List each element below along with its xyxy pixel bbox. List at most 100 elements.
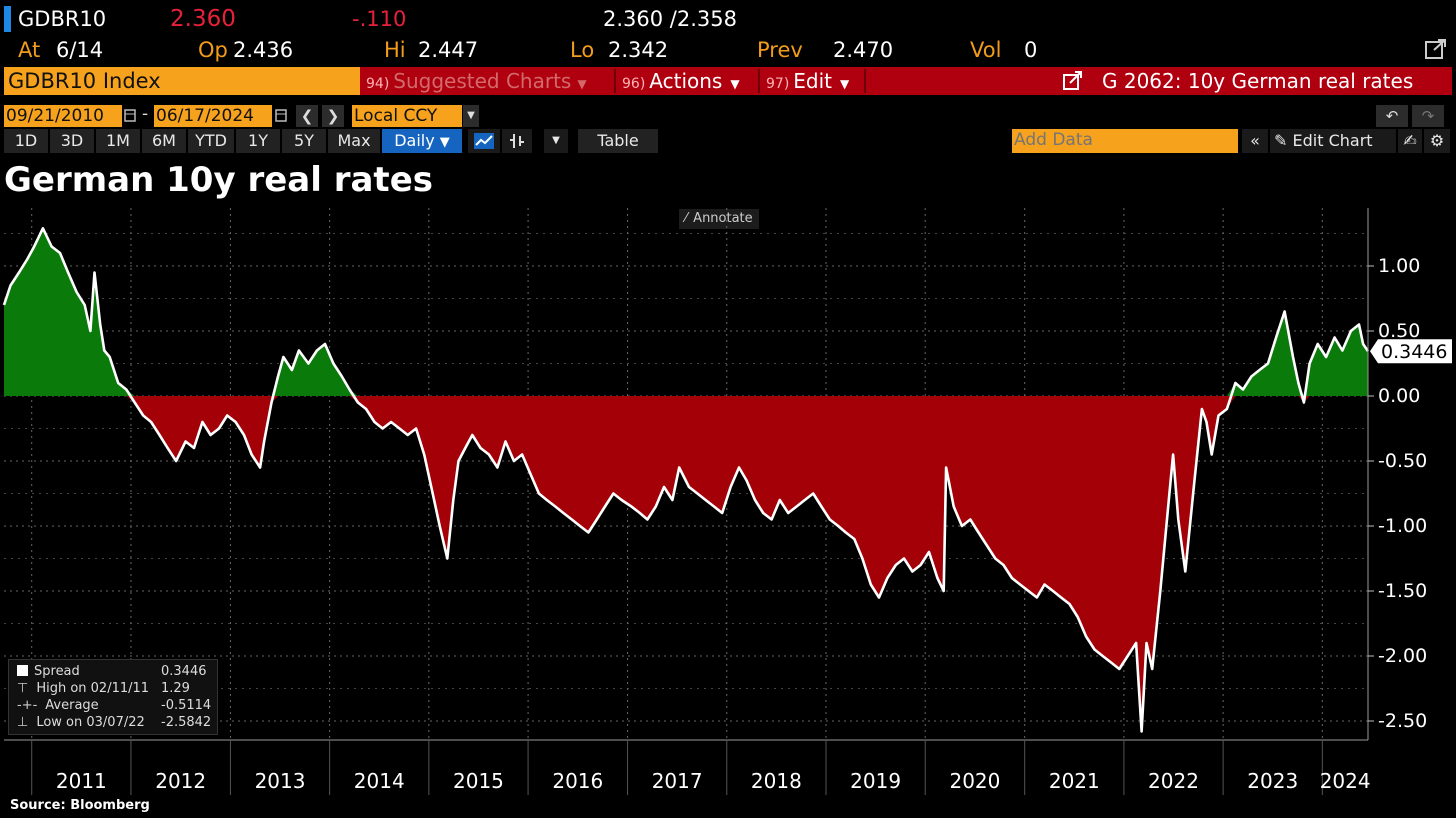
chevron-down-icon: ▼ bbox=[577, 77, 587, 91]
security-color-bar bbox=[4, 6, 11, 32]
open-value: 2.436 bbox=[233, 38, 294, 62]
y-tick-label: 0.50 bbox=[1378, 320, 1420, 342]
y-tick-label: -1.50 bbox=[1378, 580, 1427, 602]
suggested-charts-label: Suggested Charts bbox=[393, 69, 572, 93]
prev-value: 2.470 bbox=[833, 38, 894, 62]
period-max[interactable]: Max bbox=[328, 129, 380, 153]
actions-num: 96) bbox=[622, 76, 646, 92]
popout-icon[interactable] bbox=[1424, 38, 1448, 62]
x-tick-label: 2017 bbox=[652, 769, 703, 793]
chart-legend: Spread 0.3446 ⊤ High on 02/11/11 1.29 -+-… bbox=[8, 659, 218, 735]
legend-low-label: Low on 03/07/22 bbox=[36, 715, 145, 730]
gear-icon[interactable]: ⚙ bbox=[1424, 129, 1450, 153]
table-button[interactable]: Table bbox=[578, 129, 658, 153]
volume-label: Vol bbox=[970, 38, 1002, 62]
period-toolbar: 1D 3D 1M 6M YTD 1Y 5Y Max Daily ▼ ▼ Tabl… bbox=[4, 129, 1452, 153]
edit-chart-button[interactable]: ✎ Edit Chart bbox=[1270, 129, 1396, 153]
redo-icon[interactable]: ↷ bbox=[1412, 105, 1444, 127]
edit-num: 97) bbox=[766, 76, 790, 92]
edit-menu[interactable]: 97) Edit ▼ bbox=[766, 67, 849, 95]
end-date-input[interactable]: 06/17/2024 bbox=[154, 105, 272, 127]
ticker-symbol[interactable]: GDBR10 bbox=[18, 7, 107, 31]
x-tick-label: 2021 bbox=[1049, 769, 1100, 793]
high-label: Hi bbox=[384, 38, 406, 62]
chart-type-dropdown-icon[interactable]: ▼ bbox=[544, 129, 568, 153]
y-tick-label: -1.00 bbox=[1378, 515, 1427, 537]
actions-label: Actions bbox=[649, 69, 723, 93]
next-period-button[interactable]: ❯ bbox=[322, 105, 344, 127]
period-1y[interactable]: 1Y bbox=[236, 129, 280, 153]
undo-icon[interactable]: ↶ bbox=[1376, 105, 1408, 127]
chart-title: German 10y real rates bbox=[4, 160, 433, 200]
calendar-icon[interactable] bbox=[124, 107, 136, 123]
divider bbox=[614, 69, 616, 93]
chevron-right-icon: ❯ bbox=[326, 107, 340, 125]
x-tick-label: 2022 bbox=[1148, 769, 1199, 793]
annotate-label: Annotate bbox=[693, 211, 753, 226]
period-5y[interactable]: 5Y bbox=[282, 129, 326, 153]
x-tick-label: 2016 bbox=[552, 769, 603, 793]
legend-high-row: ⊤ High on 02/11/11 bbox=[17, 680, 149, 697]
y-tick-label: 0.00 bbox=[1378, 385, 1420, 407]
divider bbox=[864, 69, 866, 93]
x-tick-label: 2014 bbox=[354, 769, 405, 793]
start-date-input[interactable]: 09/21/2010 bbox=[4, 105, 122, 127]
real-rates-chart: 2011 2012 2013 2014 2015 2016 2017 2018 2019 2020… bbox=[2, 208, 1452, 795]
command-bar: GDBR10 Index 94) Suggested Charts ▼ 96) Act… bbox=[4, 67, 1452, 95]
period-6m[interactable]: 6M bbox=[142, 129, 186, 153]
bid-ask: 2.360 /2.358 bbox=[603, 7, 737, 31]
edit-chart-label: Edit Chart bbox=[1292, 131, 1373, 150]
legend-average-row: -+- Average bbox=[17, 697, 99, 714]
high-value: 2.447 bbox=[418, 38, 479, 62]
legend-spread-label: Spread bbox=[34, 664, 80, 679]
add-data-input[interactable] bbox=[1012, 129, 1238, 153]
frequency-label: Daily bbox=[394, 131, 435, 150]
positive-area-fill bbox=[4, 228, 1368, 396]
x-tick-label: 2024 bbox=[1320, 769, 1371, 793]
draw-icon[interactable]: ✍ bbox=[1398, 129, 1422, 153]
period-1d[interactable]: 1D bbox=[4, 129, 48, 153]
legend-spread-row: Spread bbox=[17, 663, 80, 680]
y-tick-label: -2.00 bbox=[1378, 645, 1427, 667]
legend-spread-value: 0.3446 bbox=[161, 664, 207, 679]
x-tick-label: 2013 bbox=[255, 769, 306, 793]
external-link-icon[interactable] bbox=[1062, 71, 1084, 91]
currency-select[interactable]: Local CCY bbox=[352, 105, 462, 127]
period-3d[interactable]: 3D bbox=[50, 129, 94, 153]
legend-high-value: 1.29 bbox=[161, 681, 190, 696]
chevron-down-icon: ▼ bbox=[439, 135, 450, 150]
x-tick-label: 2018 bbox=[751, 769, 802, 793]
period-1m[interactable]: 1M bbox=[96, 129, 140, 153]
y-tick-label: -0.50 bbox=[1378, 450, 1427, 472]
series-line bbox=[2, 227, 1370, 733]
low-value: 2.342 bbox=[608, 38, 669, 62]
prev-period-button[interactable]: ❮ bbox=[296, 105, 318, 127]
at-label: At bbox=[18, 38, 41, 62]
date-range-dash: - bbox=[142, 104, 149, 124]
currency-dropdown-icon[interactable]: ▼ bbox=[463, 105, 479, 127]
pencil-icon: ✎ bbox=[1274, 131, 1288, 150]
suggested-charts-menu[interactable]: 94) Suggested Charts ▼ bbox=[366, 67, 587, 95]
period-ytd[interactable]: YTD bbox=[188, 129, 234, 153]
volume-value: 0 bbox=[1024, 38, 1038, 62]
bar-chart-icon[interactable] bbox=[502, 129, 532, 153]
x-tick-label: 2020 bbox=[949, 769, 1000, 793]
at-value: 6/14 bbox=[56, 38, 104, 62]
chart-id-title: G 2062: 10y German real rates bbox=[1102, 69, 1414, 93]
high-marker-icon: ⊤ bbox=[17, 681, 29, 696]
net-change: -.110 bbox=[352, 7, 407, 31]
line-chart-icon[interactable] bbox=[468, 129, 500, 153]
actions-menu[interactable]: 96) Actions ▼ bbox=[622, 67, 740, 95]
calendar-icon[interactable] bbox=[275, 107, 287, 123]
last-value-label: 0.3446 bbox=[1381, 341, 1447, 363]
add-data-field[interactable] bbox=[1012, 129, 1238, 151]
collapse-icon[interactable]: « bbox=[1242, 129, 1268, 153]
last-price: 2.360 bbox=[170, 6, 236, 32]
prev-label: Prev bbox=[757, 38, 803, 62]
legend-average-value: -0.5114 bbox=[161, 698, 212, 713]
average-marker-icon: -+- bbox=[17, 698, 38, 713]
x-tick-label: 2011 bbox=[56, 769, 107, 793]
annotate-button[interactable]: ⁄ Annotate bbox=[679, 209, 759, 229]
security-field[interactable]: GDBR10 Index bbox=[4, 67, 360, 95]
frequency-dropdown[interactable]: Daily ▼ bbox=[382, 129, 462, 153]
